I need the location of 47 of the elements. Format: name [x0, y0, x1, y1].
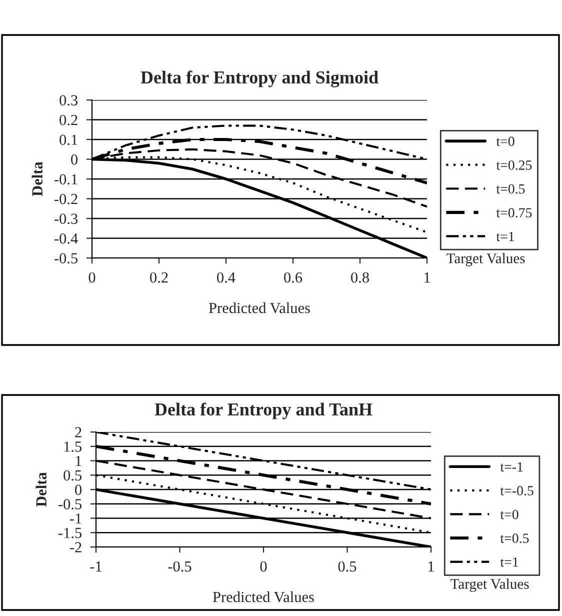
chart-title: Delta for Entropy and TanH	[154, 402, 372, 420]
y-tick-label: -0.5	[54, 253, 78, 264]
legend-label: t=1	[500, 557, 518, 567]
legend-title: Target Values	[450, 578, 529, 592]
legend-label: t=0.5	[500, 534, 529, 544]
legend-label: t=0.5	[496, 184, 525, 194]
y-tick-label: 2	[75, 427, 82, 438]
x-tick-label: 0.6	[284, 272, 302, 283]
legend-title: Target Values	[446, 253, 525, 266]
y-tick-label: 0.5	[64, 470, 82, 481]
y-tick-label: -0.3	[54, 214, 78, 224]
y-tick-label: 0	[75, 484, 82, 495]
legend-label: t=-0.5	[500, 486, 534, 496]
x-axis-title: Predicted Values	[212, 591, 314, 602]
x-tick-label: 0	[88, 272, 96, 283]
legend-label: t=0.75	[496, 208, 532, 218]
y-tick-label: 0.2	[60, 114, 78, 126]
y-tick-label: -1	[70, 513, 82, 524]
y-tick-label: 0.1	[60, 134, 78, 146]
legend-label: t=0.25	[496, 160, 532, 170]
y-tick-label: -0.2	[54, 194, 78, 204]
legend-label: t=0	[500, 510, 518, 520]
y-tick-label: -1.5	[58, 528, 82, 538]
chart-title: Delta for Entropy and Sigmoid	[140, 70, 378, 88]
x-tick-label: -1	[90, 561, 102, 572]
x-tick-label: 1	[428, 561, 434, 572]
x-tick-label: 0	[260, 561, 267, 572]
y-axis-title: Delta	[36, 472, 46, 507]
y-tick-label: -0.5	[58, 499, 82, 510]
x-axis-title: Predicted Values	[208, 302, 310, 314]
x-tick-label: -0.5	[168, 561, 192, 572]
y-tick-label: 0	[71, 154, 78, 165]
legend-label: t=0	[496, 136, 514, 146]
legend-label: t=-1	[500, 462, 523, 472]
y-tick-label: -2	[70, 542, 82, 552]
legend-label: t=1	[496, 232, 514, 242]
x-tick-label: 1	[424, 272, 430, 282]
y-tick-label: 1.5	[64, 442, 82, 452]
y-tick-label: -0.1	[54, 174, 78, 185]
y-tick-label: 0.3	[60, 95, 78, 106]
x-tick-label: 0.5	[338, 561, 356, 572]
x-tick-label: 0.8	[351, 272, 369, 283]
x-tick-label: 0.4	[217, 272, 236, 283]
y-axis-title: Delta	[32, 162, 42, 196]
x-tick-label: 0.2	[150, 272, 168, 283]
y-tick-label: -0.4	[54, 233, 78, 244]
y-tick-label: 1	[76, 456, 82, 466]
